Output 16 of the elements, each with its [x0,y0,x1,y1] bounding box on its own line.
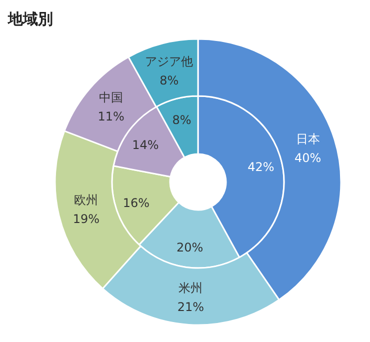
data-label: 16% [122,196,150,210]
data-label: 21% [177,300,204,314]
data-label: 20% [176,240,204,254]
data-label: 11% [98,110,124,124]
slice-label: 米州 [178,280,203,295]
chart-title: 地域別 [7,10,53,28]
data-label: 40% [294,150,322,165]
data-label: 8% [160,74,179,88]
data-label: 14% [132,138,159,152]
data-label: 42% [248,160,274,174]
slice-label: アジア他 [145,54,194,69]
slice-label: 欧州 [74,193,98,208]
data-label: 8% [172,113,192,128]
slice-label: 中国 [99,90,124,105]
slice-label: 日本 [296,132,320,146]
data-label: 19% [72,212,100,226]
